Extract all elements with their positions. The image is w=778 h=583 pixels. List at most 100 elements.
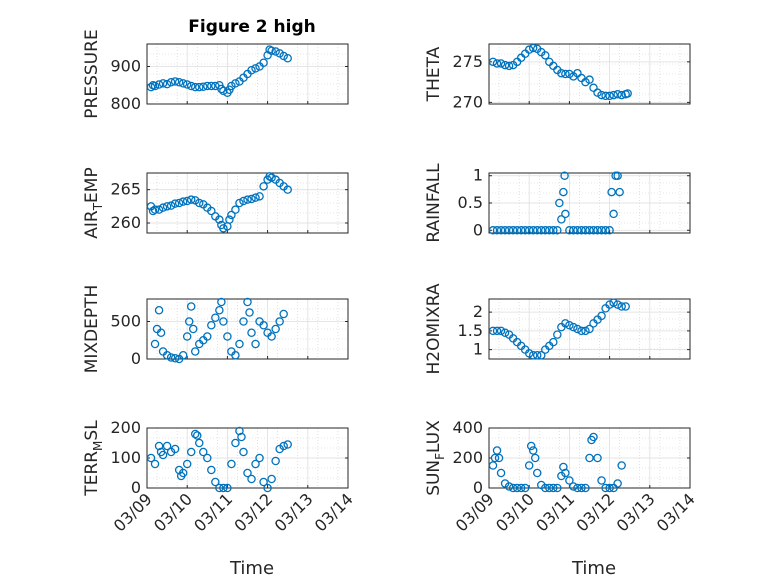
data-point [283,440,292,449]
data-point [585,324,594,334]
data-point [271,47,280,56]
data-point [259,477,268,487]
data-point [621,302,630,311]
data-point [239,317,248,326]
data-point [617,461,626,470]
y-axis-label: AIRTEMP [82,167,105,238]
data-point [259,182,268,191]
data-point [601,483,610,493]
data-point [162,79,172,89]
data-point [279,441,288,451]
data-point [553,226,562,235]
data-point [231,205,240,214]
data-point [271,456,280,466]
data-point [203,81,212,91]
axes-box [488,298,691,360]
data-point [605,483,614,493]
data-point [504,482,514,491]
y-tick-label: 200 [110,418,141,437]
data-point [516,53,526,63]
data-point [496,226,506,235]
data-point [215,215,224,224]
y-tick-label: 265 [110,180,141,199]
data-point [283,54,292,63]
data-point [227,459,236,469]
data-point [589,83,598,93]
data-point [219,86,228,96]
subplot-8: 0200400SUNFLUX03/0903/1003/1103/1203/130… [424,418,699,535]
x-tick-label: 03/14 [653,489,699,535]
data-point [561,319,570,328]
data-point [528,43,538,53]
data-point [150,459,160,469]
data-point [613,90,622,99]
x-tick-label: 03/11 [532,489,578,535]
data-point [549,483,558,493]
data-point [190,429,200,439]
data-point [170,77,180,86]
y-tick-label: 500 [110,312,141,331]
data-point [532,468,542,478]
data-point [158,450,168,460]
data-point [609,90,618,100]
data-point [589,432,598,442]
data-point [524,226,534,235]
data-point [259,320,268,330]
data-point [557,68,566,78]
data-point [207,465,216,475]
data-point [271,324,280,334]
data-point [549,337,558,347]
data-point [549,61,558,71]
data-point [211,477,220,487]
data-point [182,196,192,206]
data-point [569,226,578,235]
data-point [500,60,510,70]
data-point [231,438,240,448]
data-point [186,447,196,457]
data-point [532,350,542,360]
data-point [524,461,534,470]
data-point [581,483,590,493]
data-point [545,483,554,493]
data-point [490,453,500,463]
data-point [207,81,216,91]
x-axis-label-left: Time [229,558,274,579]
data-point [549,226,558,235]
data-point [597,476,606,485]
data-point [251,459,260,469]
y-tick-label: 0.5 [458,193,483,212]
data-point [581,326,590,336]
data-point [170,199,180,208]
y-axis-label: THETA [424,46,444,102]
data-point [211,313,220,322]
data-point [190,82,200,92]
data-point [496,468,506,478]
data-point [243,468,252,478]
data-point [565,476,574,485]
data-point [613,171,622,180]
x-tick-label: 03/13 [613,489,659,535]
data-point [259,58,268,68]
data-point [148,206,158,216]
data-point [613,479,622,488]
subplot-1: 800 900 PRESSURE [82,29,349,119]
data-point [235,198,244,208]
data-point [537,350,546,360]
data-point [166,353,176,362]
data-point [154,80,164,89]
data-point [492,326,502,336]
data-point [231,350,240,360]
data-point [174,78,184,87]
data-point [601,91,610,101]
y-tick-label: 275 [452,52,483,71]
data-point [263,483,272,493]
data-point [243,297,252,307]
y-tick-label: 0 [131,349,141,368]
y-tick-label: 260 [110,213,141,232]
x-tick-label: 03/12 [230,489,276,535]
data-point [512,226,522,235]
data-point [597,226,606,235]
data-point [199,447,208,457]
